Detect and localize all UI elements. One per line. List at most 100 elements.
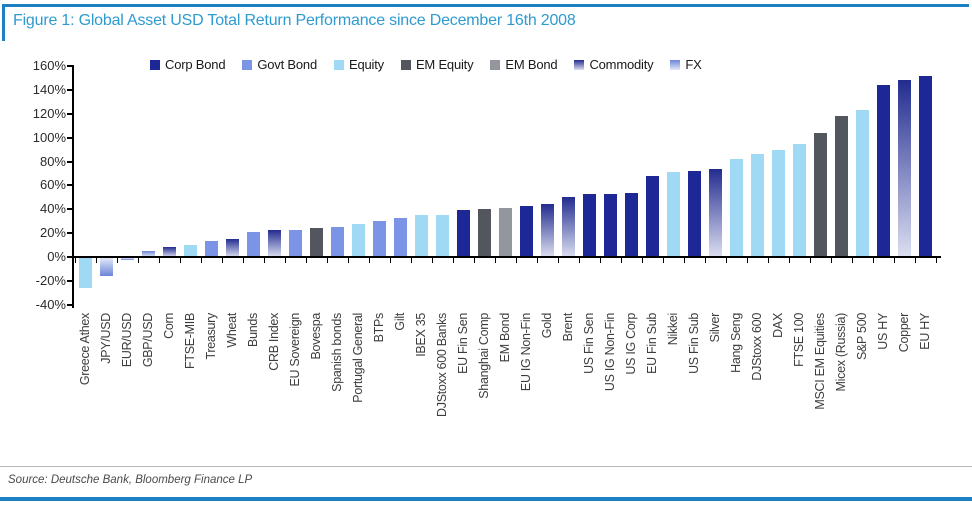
y-tick-mark	[67, 112, 72, 115]
y-tick-mark	[67, 65, 72, 67]
legend-swatch-em-bond	[490, 59, 501, 70]
x-tick-mark	[158, 258, 160, 263]
x-tick-mark	[263, 258, 265, 263]
x-label-gold: Gold	[540, 313, 554, 339]
bar-greece-athex	[79, 258, 92, 288]
x-tick-mark	[935, 258, 937, 263]
y-tick-mark	[67, 256, 72, 258]
y-axis-line	[72, 65, 74, 308]
bar-wheat	[226, 239, 239, 257]
legend-label: EM Bond	[505, 57, 558, 72]
x-label-ftse-100: FTSE 100	[792, 313, 806, 367]
legend-label: Commodity	[589, 57, 654, 72]
x-label-eur-usd: EUR/USD	[120, 313, 134, 368]
x-tick-mark	[536, 258, 538, 263]
x-tick-mark	[368, 258, 370, 263]
x-label-ibex-35: IBEX 35	[414, 313, 428, 357]
x-tick-mark	[893, 258, 895, 263]
x-label-djstoxx-600-banks: DJStoxx 600 Banks	[435, 313, 449, 417]
bar-ibex-35	[415, 215, 428, 257]
x-label-spanish-bonds: Spanish bonds	[330, 313, 344, 392]
x-tick-mark	[641, 258, 643, 263]
x-tick-mark	[452, 258, 454, 263]
x-tick-mark	[347, 258, 349, 263]
legend-item-em-equity: EM Equity	[400, 57, 474, 72]
bar-eu-sovereign	[289, 229, 302, 257]
y-tick-label-100: 100%	[32, 129, 66, 145]
x-tick-mark	[389, 258, 391, 263]
bar-djstoxx-600-banks	[436, 215, 449, 257]
x-label-wheat: Wheat	[225, 313, 239, 348]
y-tick-mark	[67, 208, 72, 211]
legend-swatch-fx	[670, 59, 681, 70]
bar-treasury	[205, 241, 218, 257]
x-tick-mark	[599, 258, 601, 263]
legend-swatch-govt-bond	[242, 59, 253, 70]
bar-copper	[898, 80, 911, 257]
bar-gold	[541, 204, 554, 257]
x-label-corn: Corn	[162, 313, 176, 339]
bar-eu-ig-non-fin	[520, 205, 533, 257]
x-label-silver: Silver	[708, 313, 722, 343]
legend-label: Govt Bond	[257, 57, 317, 72]
bar-dax	[772, 149, 785, 257]
y-tick-label--20: -20%	[35, 272, 66, 288]
legend-item-corp-bond: Corp Bond	[150, 57, 226, 72]
legend-label: Equity	[349, 57, 384, 72]
x-tick-mark	[179, 258, 181, 263]
x-tick-mark	[557, 258, 559, 263]
chart-legend: Corp Bond Govt Bond Equity EM Equity EM Bond…	[150, 57, 702, 72]
legend-label: FX	[685, 57, 702, 72]
x-tick-mark	[914, 258, 916, 263]
x-tick-mark	[767, 258, 769, 263]
legend-swatch-equity	[334, 59, 344, 70]
bar-us-ig-corp	[625, 192, 638, 257]
legend-swatch-commodity	[574, 59, 585, 70]
bar-gilt	[394, 217, 407, 257]
x-tick-mark	[431, 258, 433, 263]
x-label-hang-seng: Hang Seng	[729, 313, 743, 373]
bar-micex-russia	[835, 116, 848, 257]
legend-item-equity: Equity	[334, 57, 384, 72]
bottom-border-rule	[0, 497, 972, 501]
x-tick-mark	[410, 258, 412, 263]
x-label-eu-fin-sen: EU Fin Sen	[456, 313, 470, 374]
figure-title: Figure 1: Global Asset USD Total Return …	[13, 12, 576, 29]
x-label-eu-ig-non-fin: EU IG Non-Fin	[519, 313, 533, 392]
y-tick-label-80: 80%	[39, 153, 66, 169]
bar-eur-usd	[121, 258, 134, 261]
x-tick-mark	[620, 258, 622, 263]
x-label-bovespa: Bovespa	[309, 313, 323, 360]
legend-swatch-em-equity	[400, 59, 411, 70]
y-tick-mark	[67, 303, 72, 306]
bar-us-fin-sen	[583, 193, 596, 257]
bar-em-bond	[499, 208, 512, 257]
bar-gbp-usd	[142, 251, 155, 257]
x-tick-mark	[515, 258, 517, 263]
x-tick-mark	[809, 258, 811, 263]
y-tick-mark	[67, 279, 72, 282]
bar-us-fin-sub	[688, 171, 701, 257]
bar-eu-fin-sub	[646, 175, 659, 257]
x-label-djstoxx-600: DJStoxx 600	[750, 313, 764, 381]
x-label-us-hy: US HY	[876, 313, 890, 350]
x-tick-mark	[830, 258, 832, 263]
legend-label: Corp Bond	[165, 57, 226, 72]
x-label-ftse-mib: FTSE-MIB	[183, 313, 197, 369]
bar-us-ig-non-fin	[604, 193, 617, 257]
x-label-eu-hy: EU HY	[918, 313, 932, 350]
source-divider-rule	[0, 466, 972, 467]
y-tick-mark	[67, 184, 72, 187]
y-tick-mark	[67, 88, 72, 91]
x-label-portugal-general: Portugal General	[351, 313, 365, 403]
bar-eu-fin-sen	[457, 210, 470, 257]
y-tick-label-60: 60%	[39, 177, 66, 193]
bar-crb-index	[268, 229, 281, 257]
x-label-em-bond: EM Bond	[498, 313, 512, 363]
bar-hang-seng	[730, 159, 743, 257]
x-label-copper: Copper	[897, 313, 911, 353]
x-tick-mark	[704, 258, 706, 263]
x-label-treasury: Treasury	[204, 313, 218, 360]
x-tick-mark	[746, 258, 748, 263]
